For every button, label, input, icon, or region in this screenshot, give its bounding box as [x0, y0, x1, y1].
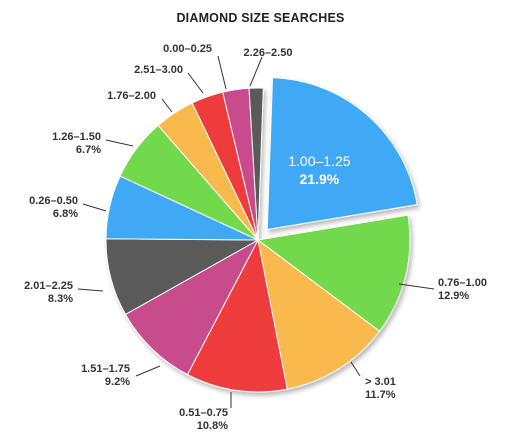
slice-label-3-01: > 3.01 — [365, 376, 396, 388]
leader-line-0-00-0-25 — [217, 55, 227, 90]
slice-value-1-51-1-75: 9.2% — [105, 376, 130, 388]
pie-slice-1-00-1-25 — [266, 77, 418, 231]
pie-slice-3-01 — [257, 238, 381, 390]
slice-value-1-00-1-25: 21.9% — [300, 171, 340, 187]
slice-value-1-26-1-50: 6.7% — [76, 144, 101, 156]
leader-line-2-26-2-50 — [249, 56, 263, 87]
slice-label-1-00-1-25: 1.00–1.25 — [288, 153, 350, 169]
slice-label-0-76-1-00: 0.76–1.00 — [438, 277, 487, 289]
slice-label-0-51-0-75: 0.51–0.75 — [179, 407, 228, 419]
slice-value-2-01-2-25: 8.3% — [48, 293, 73, 305]
slice-label-1-76-2-00: 1.76–2.00 — [107, 90, 156, 102]
pie-slice-2-26-2-50 — [248, 87, 264, 241]
slice-label-2-01-2-25: 2.01–2.25 — [24, 280, 73, 292]
leader-line-3-01 — [350, 361, 361, 377]
leader-line-1-51-1-75 — [135, 365, 161, 377]
leader-line-1-26-1-50 — [105, 139, 134, 147]
slice-label-0-00-0-25: 0.00–0.25 — [163, 43, 212, 55]
chart-title: DIAMOND SIZE SEARCHES — [176, 11, 345, 25]
leader-line-1-76-2-00 — [161, 98, 173, 113]
slice-label-2-26-2-50: 2.26–2.50 — [244, 47, 293, 59]
slice-label-2-51-3-00: 2.51–3.00 — [134, 64, 183, 76]
leader-line-2-51-3-00 — [187, 72, 204, 94]
slice-value-3-01: 11.7% — [365, 389, 396, 401]
slice-value-0-51-0-75: 10.8% — [197, 420, 228, 432]
slice-value-0-76-1-00: 12.9% — [438, 290, 469, 302]
slice-label-0-26-0-50: 0.26–0.50 — [29, 195, 78, 207]
slice-label-1-51-1-75: 1.51–1.75 — [81, 363, 130, 375]
pie-slice-1-51-1-75 — [124, 238, 260, 376]
leader-line-0-76-1-00 — [398, 283, 435, 290]
leader-line-0-26-0-50 — [82, 203, 107, 212]
leader-line-2-01-2-25 — [77, 288, 104, 292]
slice-label-1-26-1-50: 1.26–1.50 — [52, 131, 101, 143]
pie-slice-0-51-0-75 — [186, 238, 288, 393]
slice-value-0-26-0-50: 6.8% — [53, 208, 78, 220]
pie-slice-0-76-1-00 — [256, 214, 411, 332]
